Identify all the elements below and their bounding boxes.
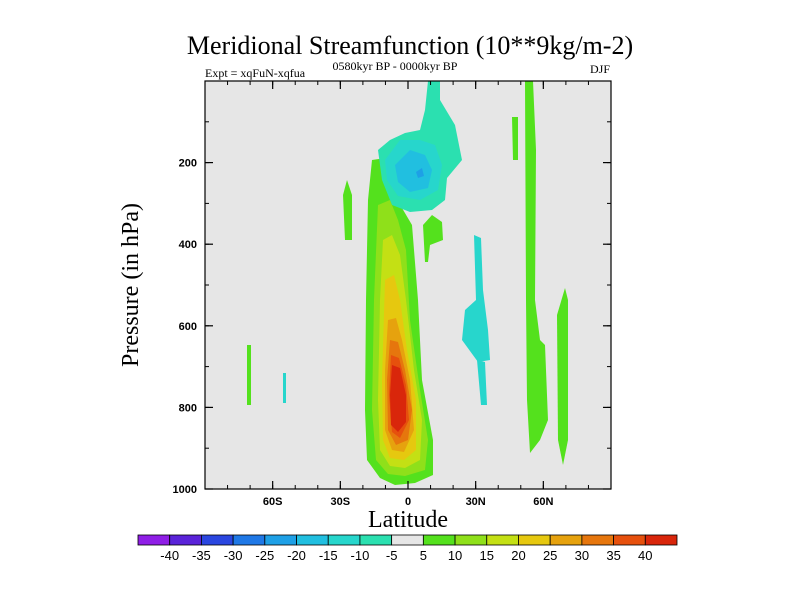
colorbar-label: -40: [160, 548, 179, 563]
colorbar-swatch: [232, 534, 266, 546]
y-tick-label: 800: [179, 402, 197, 414]
left-string: Expt = xqFuN-xqfua: [205, 66, 306, 80]
colorbar-label: -35: [192, 548, 211, 563]
colorbar-label: -20: [287, 548, 306, 563]
colorbar-swatch: [391, 534, 424, 546]
colorbar-label: 5: [420, 548, 427, 563]
colorbar-swatch: [201, 534, 234, 546]
colorbar-swatch: [581, 534, 614, 546]
colorbar-swatch: [644, 534, 678, 546]
colorbar-label: -5: [386, 548, 398, 563]
colorbar-swatch: [613, 534, 646, 546]
x-axis-label: Latitude: [368, 507, 448, 533]
patch-green-1: [247, 345, 251, 405]
neg-cell-15: [395, 150, 432, 192]
colorbar-swatch: [454, 534, 488, 546]
right-string: DJF: [590, 62, 610, 76]
colorbar-swatch: [264, 534, 297, 546]
column-green-1: [525, 81, 548, 453]
x-tick-label: 0: [405, 496, 411, 508]
column-green-2: [512, 117, 518, 160]
patch-teal-2: [462, 235, 490, 362]
y-tick-label: 200: [179, 158, 197, 170]
x-tick-label: 60N: [533, 496, 553, 508]
colorbar-label: -30: [224, 548, 243, 563]
x-tick-label: 30S: [331, 496, 351, 508]
colorbar-swatch: [327, 534, 361, 546]
y-axis: 200 400 600 800 1000: [173, 121, 611, 496]
colorbar-swatch: [549, 534, 583, 546]
colorbar-label: 25: [543, 548, 557, 563]
colorbar-label: 15: [480, 548, 494, 563]
colorbar-label: 35: [606, 548, 620, 563]
column-green-3: [557, 288, 568, 465]
colorbar-swatch: [169, 534, 202, 546]
colorbar-swatch: [137, 534, 171, 546]
x-tick-label: 60S: [263, 496, 283, 508]
colorbar-swatch: [486, 534, 519, 546]
colorbar-swatch: [422, 534, 456, 546]
colorbar: -40 -35 -30 -25 -20 -15 -10 -5 5 10 15 20 25 30 35 40: [137, 534, 678, 563]
y-tick-label: 1000: [173, 484, 197, 496]
y-tick-label: 400: [179, 239, 197, 251]
patch-teal-3: [477, 360, 487, 405]
patch-green-2: [343, 180, 352, 240]
y-axis-label: Pressure (in hPa): [118, 203, 144, 367]
colorbar-label: 20: [511, 548, 525, 563]
colorbar-label: 40: [638, 548, 652, 563]
contour-fills: [247, 81, 568, 485]
colorbar-label: 10: [448, 548, 462, 563]
colorbar-swatch: [359, 534, 393, 546]
neg-cell-20: [416, 168, 424, 178]
colorbar-label: -15: [319, 548, 338, 563]
y-tick-label: 600: [179, 321, 197, 333]
colorbar-label: -25: [255, 548, 274, 563]
center-string: 0580kyr BP - 0000kyr BP: [333, 59, 458, 73]
x-tick-label: 30N: [466, 496, 486, 508]
colorbar-swatch: [296, 534, 329, 546]
x-axis: 60S 30S 0 30N 60N: [227, 81, 589, 508]
colorbar-swatch: [518, 534, 551, 546]
colorbar-label: 30: [575, 548, 589, 563]
patch-green-3: [423, 215, 443, 262]
cell-40: [390, 365, 406, 432]
chart-title: Meridional Streamfunction (10**9kg/m-2): [187, 31, 633, 60]
patch-teal-1: [283, 373, 286, 403]
colorbar-label: -10: [351, 548, 370, 563]
